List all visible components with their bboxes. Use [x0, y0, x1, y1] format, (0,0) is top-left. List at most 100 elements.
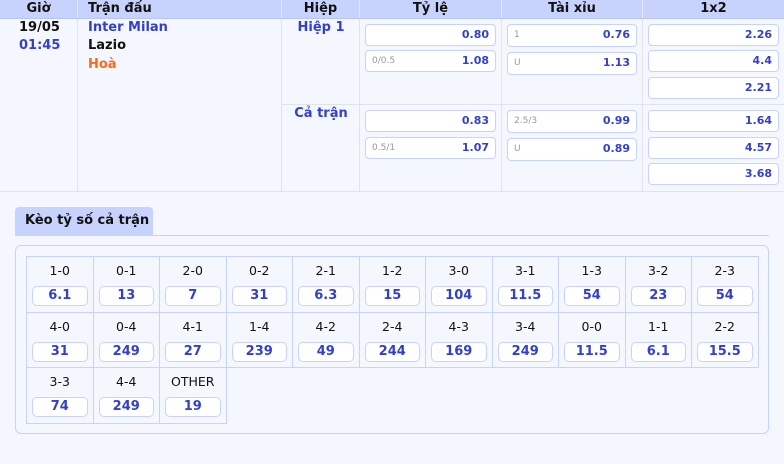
score-odds-button[interactable]: 19 — [165, 397, 221, 417]
score-label: 2-2 — [714, 318, 735, 334]
odds-value: 4.57 — [744, 141, 772, 154]
score-cell: 1-0 6.1 — [27, 257, 94, 313]
away-team[interactable]: Lazio — [88, 38, 127, 53]
overunder-odds[interactable]: U 1.13 — [507, 52, 637, 75]
handicap-odds[interactable]: 0.80 — [365, 24, 496, 46]
score-label: 3-0 — [448, 263, 469, 278]
score-cell: 2-0 7 — [160, 257, 227, 313]
score-odds-button[interactable]: 11.5 — [564, 341, 620, 362]
score-odds-button[interactable]: 49 — [298, 341, 354, 362]
handicap-line: 0/0.5 — [372, 56, 396, 66]
handicap-odds[interactable]: 0.5/1 1.07 — [365, 137, 496, 159]
1x2-odds-draw[interactable]: 4.57 — [648, 137, 779, 159]
period-full-time: Cả trận — [294, 106, 348, 121]
score-cell: 1-2 15 — [359, 257, 426, 313]
score-cell: 0-0 11.5 — [559, 312, 626, 368]
odds-value: 1.07 — [461, 141, 489, 154]
odds-value: 1.13 — [602, 56, 630, 69]
match-date: 19/05 — [19, 20, 60, 35]
score-label: 1-4 — [249, 318, 270, 334]
score-odds-button[interactable]: 249 — [98, 341, 154, 362]
score-cell: 3-3 74 — [27, 368, 94, 424]
odds-value: 2.21 — [744, 81, 772, 94]
score-odds-button[interactable]: 31 — [231, 286, 287, 306]
score-label: 1-1 — [648, 318, 669, 334]
score-odds-button[interactable]: 104 — [431, 286, 487, 306]
score-odds-button[interactable]: 54 — [697, 286, 753, 306]
score-odds-button[interactable]: 6.1 — [32, 286, 88, 306]
correct-score-panel — [15, 245, 769, 434]
overunder-line: 1 — [514, 30, 520, 40]
header-time: Giờ — [0, 0, 78, 18]
score-cell: 3-4 249 — [492, 312, 559, 368]
table-header: Giờ Trận đấu Hiệp Tỷ lệ Tài xỉu 1x2 — [0, 0, 784, 19]
score-label: 3-2 — [648, 263, 669, 278]
odds-value: 0.99 — [602, 114, 630, 127]
overunder-line: U — [514, 58, 521, 68]
odds-value: 3.68 — [744, 167, 772, 180]
score-odds-button[interactable]: 7 — [165, 286, 221, 306]
score-odds-button[interactable]: 15 — [364, 286, 420, 306]
header-1x2: 1x2 — [700, 1, 727, 16]
score-label: 0-0 — [581, 318, 602, 334]
handicap-odds[interactable]: 0/0.5 1.08 — [365, 50, 496, 72]
score-odds-button[interactable]: 11.5 — [497, 286, 553, 306]
score-cell: 4-1 27 — [160, 312, 227, 368]
score-label: 1-3 — [581, 263, 602, 278]
score-label: 2-4 — [382, 318, 403, 334]
score-odds-button[interactable]: 6.1 — [630, 341, 686, 362]
score-cell: 2-3 54 — [692, 257, 759, 313]
odds-value: 0.76 — [602, 28, 630, 41]
score-odds-button[interactable]: 31 — [32, 341, 88, 362]
score-odds-button[interactable]: 74 — [32, 397, 88, 417]
score-odds-button[interactable]: 54 — [564, 286, 620, 306]
header-handicap: Tỷ lệ — [360, 0, 502, 18]
score-cell: 1-3 54 — [559, 257, 626, 313]
score-cell: 0-4 249 — [93, 312, 160, 368]
divider — [77, 19, 78, 191]
odds-value: 4.4 — [752, 54, 773, 67]
score-odds-button[interactable]: 249 — [98, 397, 154, 417]
tab-correct-score[interactable]: Kèo tỷ số cả trận — [15, 207, 153, 235]
odds-value: 1.64 — [744, 114, 772, 127]
score-odds-button[interactable]: 27 — [165, 341, 221, 362]
score-label: 1-2 — [382, 263, 403, 278]
handicap-odds[interactable]: 0.83 — [365, 110, 496, 132]
header-period: Hiệp — [282, 0, 360, 18]
score-odds-button[interactable]: 15.5 — [697, 341, 753, 362]
score-cell: 4-4 249 — [93, 368, 160, 424]
score-odds-button[interactable]: 249 — [497, 341, 553, 362]
divider — [359, 19, 360, 191]
score-label: 4-0 — [49, 318, 70, 334]
score-cell: 1-1 6.1 — [625, 312, 692, 368]
home-team[interactable]: Inter Milan — [88, 20, 168, 35]
overunder-odds[interactable]: 1 0.76 — [507, 24, 637, 47]
score-label: 1-0 — [49, 263, 70, 278]
score-cell: 2-2 15.5 — [692, 312, 759, 368]
score-odds-button[interactable]: 244 — [364, 341, 420, 362]
1x2-odds-home[interactable]: 2.26 — [648, 24, 779, 46]
match-time: 01:45 — [19, 38, 61, 53]
1x2-odds-away[interactable]: 2.21 — [648, 77, 779, 99]
score-cell: 4-3 169 — [426, 312, 493, 368]
score-label: OTHER — [171, 374, 215, 389]
score-label: 4-2 — [315, 318, 336, 334]
score-odds-button[interactable]: 23 — [630, 286, 686, 306]
overunder-odds[interactable]: 2.5/3 0.99 — [507, 110, 637, 133]
1x2-odds-home[interactable]: 1.64 — [648, 110, 779, 132]
divider — [282, 104, 784, 105]
1x2-odds-draw[interactable]: 4.4 — [648, 50, 779, 72]
score-label: 2-0 — [182, 263, 203, 278]
score-label: 2-3 — [714, 263, 735, 278]
overunder-odds[interactable]: U 0.89 — [507, 138, 637, 161]
overunder-line: U — [514, 144, 521, 154]
header-overunder: Tài xỉu — [502, 0, 643, 18]
score-label: 4-1 — [182, 318, 203, 334]
odds-value: 2.26 — [744, 28, 772, 41]
score-odds-button[interactable]: 239 — [231, 341, 287, 362]
score-odds-button[interactable]: 169 — [431, 341, 487, 362]
score-odds-button[interactable]: 6.3 — [298, 286, 354, 306]
header-match: Trận đấu — [78, 0, 282, 18]
1x2-odds-away[interactable]: 3.68 — [648, 163, 779, 185]
score-odds-button[interactable]: 13 — [98, 286, 154, 306]
